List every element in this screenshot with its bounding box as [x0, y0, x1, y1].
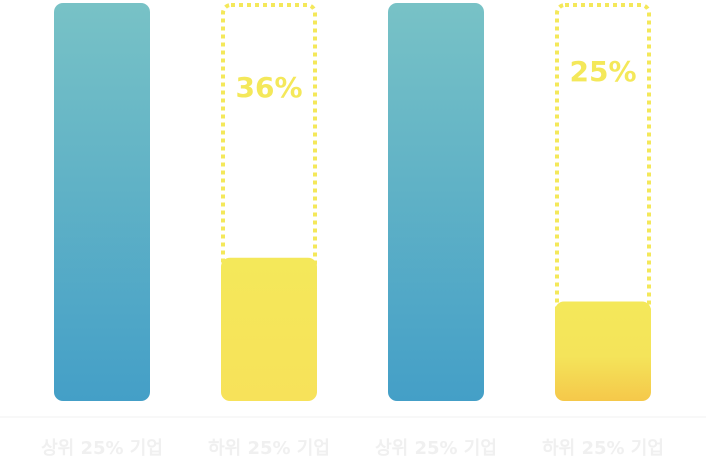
- category-label-1: 하위 25% 기업: [208, 438, 330, 456]
- bar-1: [221, 257, 317, 401]
- bar-2: [388, 3, 484, 401]
- category-label-3: 하위 25% 기업: [542, 438, 664, 456]
- category-label-2: 상위 25% 기업: [375, 438, 497, 456]
- bar-3: [555, 301, 651, 401]
- category-label-0: 상위 25% 기업: [41, 438, 163, 456]
- data-label-1: 36%: [235, 71, 302, 104]
- bar-0: [54, 3, 150, 401]
- labels-group: 상위 25% 기업 36% 하위 25% 기업 상위 25% 기업 25% 하위 25% …: [41, 55, 664, 456]
- bars-group: [54, 3, 651, 401]
- data-label-3: 25%: [569, 55, 636, 88]
